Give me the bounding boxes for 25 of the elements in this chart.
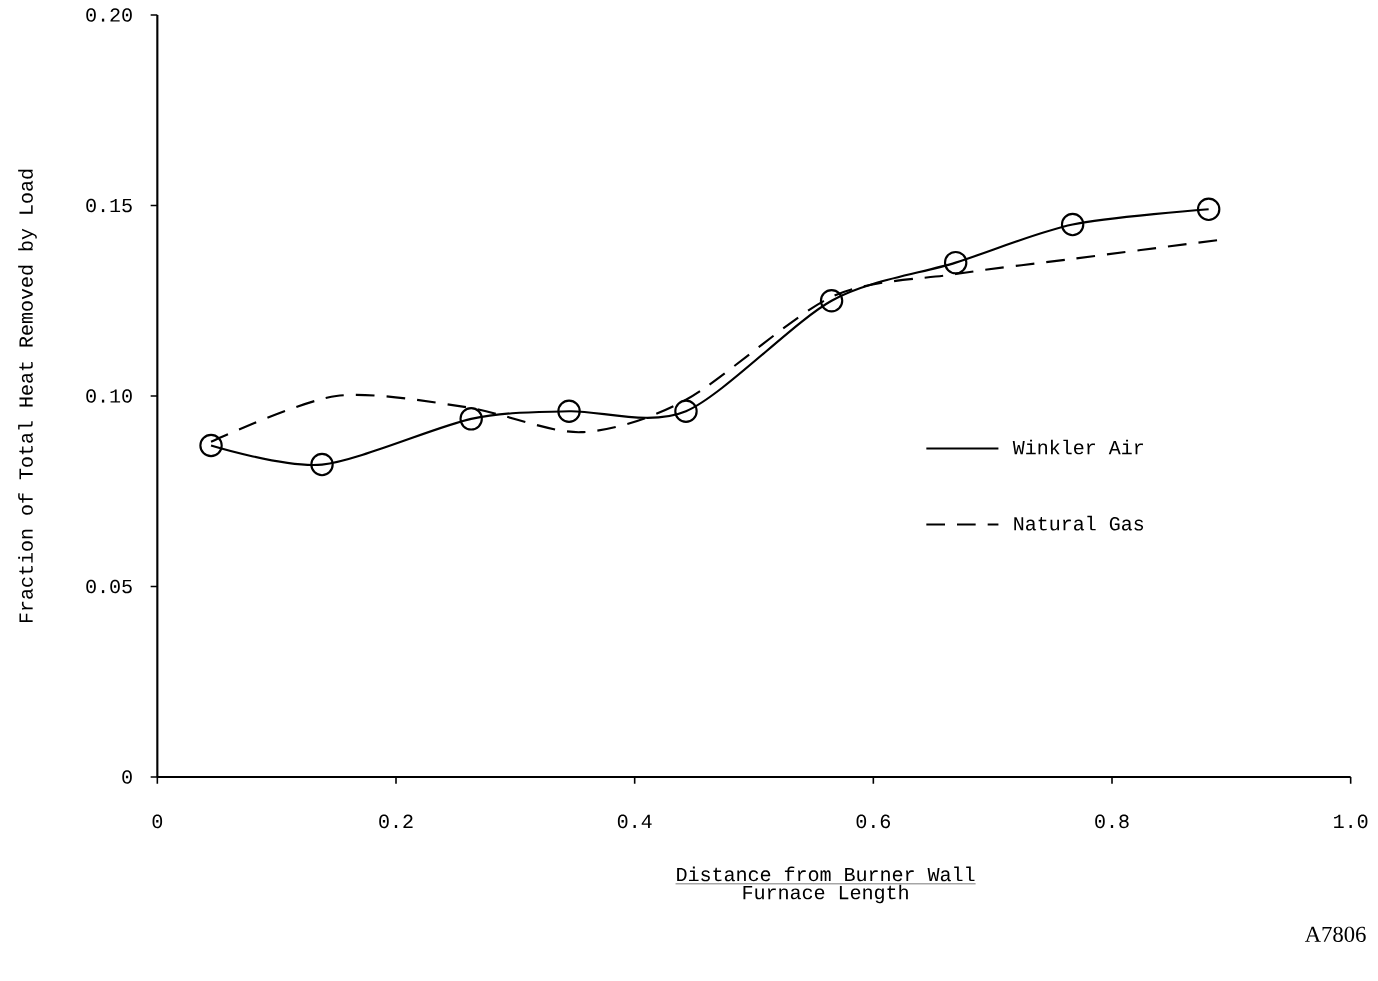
y-tick-label: 0: [122, 770, 132, 784]
x-tick-label: 0.6: [856, 814, 891, 829]
y-tick-label: 0.15: [86, 198, 132, 213]
y-axis-title: Fraction of Total Heat Removed by Load: [18, 169, 37, 623]
point: [819, 289, 844, 313]
point: [199, 433, 223, 458]
x-tick-label: 0.2: [379, 814, 413, 829]
point: [557, 399, 581, 423]
x-tick-label: 1.0: [1334, 814, 1368, 829]
legend-label: Winkler Air: [1012, 439, 1143, 455]
x-tick-label: 0: [152, 814, 163, 829]
legend-label: Natural Gas: [1014, 515, 1144, 531]
point: [674, 399, 698, 423]
point: [1060, 212, 1085, 237]
x-tick-label: 0.4: [617, 814, 652, 829]
y-tick-label: 0.10: [86, 389, 132, 403]
x-tick-label: 0.8: [1095, 814, 1129, 829]
y-tick-label: 0.05: [86, 579, 132, 594]
x-axis-title: $\frac{\texttt{Distance from Burner Wall}}{\texttt{Furnace Length}}$: [675, 866, 976, 904]
y-tick-label: 0.20: [86, 8, 132, 22]
text: A7806: [1304, 926, 1366, 942]
point: [459, 407, 483, 431]
point: [943, 250, 968, 275]
point: [1196, 197, 1221, 222]
point: [310, 452, 334, 477]
